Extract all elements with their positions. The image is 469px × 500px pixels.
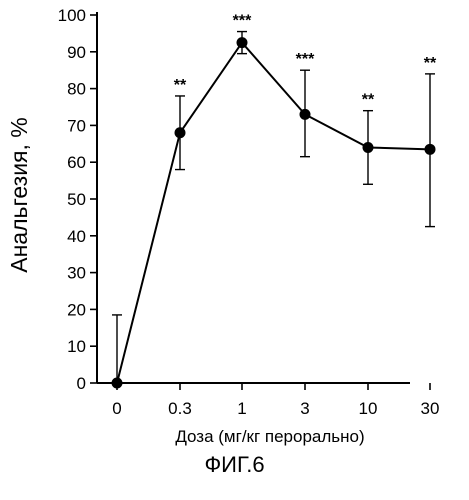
y-tick-label: 40 [67,227,86,246]
data-point [362,141,374,153]
x-tick-label: 0.3 [168,399,192,418]
y-tick-label: 10 [67,337,86,356]
x-tick-label: 0 [112,399,121,418]
significance-label: ** [424,55,437,72]
y-tick-label: 50 [67,190,86,209]
x-tick-label: 30 [421,399,440,418]
significance-label: ** [174,77,187,94]
x-tick-label: 3 [300,399,309,418]
y-tick-label: 80 [67,80,86,99]
x-tick-label: 10 [359,399,378,418]
y-tick-label: 70 [67,116,86,135]
y-tick-label: 20 [67,300,86,319]
data-point [236,37,248,49]
significance-label: *** [296,51,315,68]
significance-label: ** [362,92,375,109]
y-axis-label: Анальгезия, % [6,117,32,273]
data-point [424,143,436,155]
y-tick-label: 100 [58,6,86,25]
y-tick-label: 0 [77,374,86,393]
figure-caption: ФИГ.6 [204,452,265,477]
data-point [111,377,123,389]
data-point [299,108,311,120]
y-tick-label: 60 [67,153,86,172]
x-tick-label: 1 [237,399,246,418]
y-tick-label: 90 [67,43,86,62]
y-tick-label: 30 [67,264,86,283]
series-line [116,40,431,384]
significance-label: *** [233,13,252,30]
x-axis-label: Доза (мг/кг перорально) [175,427,364,446]
data-point [174,127,186,139]
